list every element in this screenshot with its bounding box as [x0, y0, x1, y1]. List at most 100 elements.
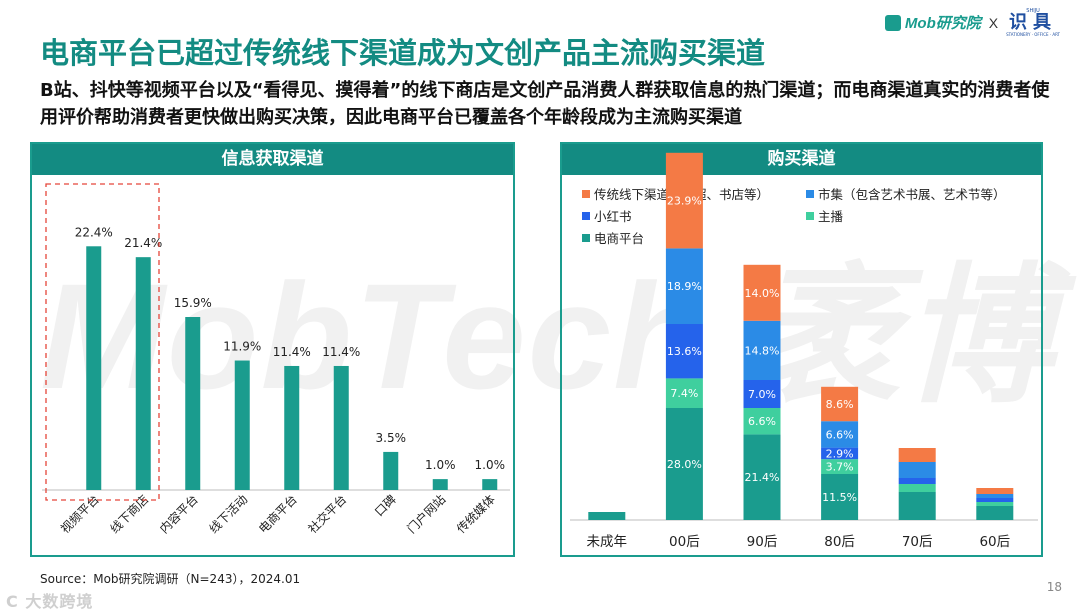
page-number: 18 [1046, 580, 1062, 594]
bar-label-社交平台: 11.4% [322, 345, 360, 359]
segment-label-00后-4: 23.9% [667, 195, 702, 208]
segment-label-90后-0: 21.4% [745, 471, 780, 484]
x-tick-未成年: 未成年 [587, 534, 628, 550]
segment-label-90后-4: 14.0% [745, 287, 780, 300]
x-tick-00后: 00后 [669, 534, 700, 550]
x-tick-线下活动: 线下活动 [207, 492, 251, 536]
segment-80后-3 [821, 421, 859, 448]
bar-门户网站 [432, 479, 448, 490]
segment-70后-1 [898, 484, 936, 492]
segment-label-80后-2: 2.9% [826, 447, 854, 460]
legend-swatch-4 [582, 234, 590, 242]
segment-90后-2 [743, 380, 781, 408]
x-tick-门户网站: 门户网站 [404, 492, 449, 537]
segment-label-80后-4: 8.6% [826, 398, 854, 411]
bar-label-传统媒体: 1.0% [475, 458, 506, 472]
segment-60后-4 [976, 488, 1014, 494]
watermark: MobTech 袤博 [40, 252, 1055, 420]
segment-70后-3 [898, 462, 936, 478]
logo-area: Mob研究院 X SHIJU 识具 STATIONERY · OFFICE · … [884, 8, 1060, 37]
bar-label-线下商店: 21.4% [124, 236, 162, 250]
segment-70后-0 [898, 492, 936, 520]
partner-logo-text: 识具 [1009, 12, 1058, 33]
bar-label-线下活动: 11.9% [223, 340, 261, 354]
segment-80后-2 [821, 447, 859, 460]
bar-label-内容平台: 15.9% [174, 296, 212, 310]
segment-label-00后-0: 28.0% [667, 458, 702, 471]
segment-00后-4 [665, 152, 703, 249]
segment-00后-0 [665, 408, 703, 520]
segment-label-80后-3: 6.6% [826, 428, 854, 441]
segment-label-90后-3: 14.8% [745, 344, 780, 357]
bar-线下商店 [135, 257, 151, 490]
x-tick-90后: 90后 [747, 534, 778, 550]
segment-00后-1 [665, 378, 703, 408]
segment-80后-1 [821, 459, 859, 474]
info-channel-panel-title: 信息获取渠道 [32, 144, 513, 175]
x-tick-60后: 60后 [979, 534, 1010, 550]
segment-00后-2 [665, 324, 703, 379]
bar-口碑 [383, 451, 399, 490]
x-tick-视频平台: 视频平台 [57, 492, 102, 537]
x-tick-80后: 80后 [824, 534, 855, 550]
segment-90后-3 [743, 320, 781, 380]
bar-传统媒体 [482, 479, 498, 490]
segment-60后-2 [976, 498, 1014, 502]
segment-未成年-0 [588, 512, 626, 520]
segment-60后-3 [976, 494, 1014, 498]
legend-label-2: 小红书 [594, 209, 632, 224]
segment-60后-1 [976, 502, 1014, 506]
segment-70后-2 [898, 478, 936, 484]
segment-90后-4 [743, 264, 781, 321]
segment-00后-3 [665, 248, 703, 324]
x-tick-内容平台: 内容平台 [156, 492, 201, 537]
info-channel-chart: 22.4% 视频平台 21.4% 线下商店 15.9% 内容平台 11.9% 线下活动 11.4… [42, 183, 510, 537]
segment-80后-0 [821, 474, 859, 520]
partner-logo: SHIJU 识具 STATIONERY · OFFICE · ART [1006, 8, 1060, 37]
purchase-channel-panel-title: 购买渠道 [562, 144, 1041, 175]
legend-swatch-2 [582, 212, 590, 220]
legend-label-1: 市集（包含艺术书展、艺术节等） [818, 187, 1006, 202]
mob-logo: Mob研究院 [884, 12, 981, 33]
x-tick-口碑: 口碑 [371, 492, 399, 520]
partner-logo-top: SHIJU [1026, 8, 1040, 14]
legend-label-4: 电商平台 [594, 231, 644, 246]
x-tick-70后: 70后 [902, 534, 933, 550]
partner-logo-bottom: STATIONERY · OFFICE · ART [1006, 32, 1060, 37]
segment-90后-1 [743, 408, 781, 435]
bar-线下活动 [234, 360, 250, 490]
legend-swatch-0 [582, 190, 590, 198]
info-channel-panel: 信息获取渠道 22.4% 视频平台 21.4% 线下商店 15.9% 内容平台 11.9% 线… [30, 142, 515, 557]
bar-label-电商平台: 11.4% [273, 345, 311, 359]
segment-90后-0 [743, 434, 781, 520]
segment-70后-4 [898, 448, 936, 462]
x-tick-社交平台: 社交平台 [305, 492, 350, 537]
purchase-channel-chart: 传统线下渠道（商超、书店等）市集（包含艺术书展、艺术节等）小红书主播电商平台未成… [570, 152, 1038, 550]
segment-label-90后-2: 7.0% [748, 388, 776, 401]
mob-logo-icon [884, 14, 901, 31]
x-tick-传统媒体: 传统媒体 [453, 492, 498, 537]
highlight-box [45, 183, 160, 501]
bar-视频平台 [86, 246, 102, 490]
corner-watermark: C 大数跨境 [6, 592, 94, 611]
page-title: 电商平台已超过传统线下渠道成为文创产品主流购买渠道 [40, 36, 766, 70]
bar-电商平台 [284, 365, 300, 490]
x-tick-线下商店: 线下商店 [107, 492, 152, 537]
bar-label-门户网站: 1.0% [425, 458, 456, 472]
segment-label-90后-1: 6.6% [748, 415, 776, 428]
source-note: Source：Mob研究院调研（N=243），2024.01 [40, 572, 301, 586]
segment-label-00后-1: 7.4% [670, 387, 698, 400]
segment-label-00后-2: 13.6% [667, 345, 702, 358]
logo-separator: X [988, 14, 999, 31]
segment-label-80后-1: 3.7% [826, 461, 854, 474]
legend-swatch-1 [806, 190, 814, 198]
mob-logo-text: Mob研究院 [904, 15, 981, 32]
segment-80后-4 [821, 386, 859, 422]
bar-label-口碑: 3.5% [376, 431, 407, 445]
purchase-channel-panel: 购买渠道 传统线下渠道（商超、书店等）市集（包含艺术书展、艺术节等）小红书主播电… [560, 142, 1043, 557]
bar-内容平台 [185, 317, 201, 490]
segment-label-00后-3: 18.9% [667, 280, 702, 293]
x-tick-电商平台: 电商平台 [255, 492, 300, 537]
page-subtitle: B站、抖快等视频平台以及“看得见、摸得着”的线下商店是文创产品消费人群获取信息的… [40, 80, 1050, 128]
legend-swatch-3 [806, 212, 814, 220]
